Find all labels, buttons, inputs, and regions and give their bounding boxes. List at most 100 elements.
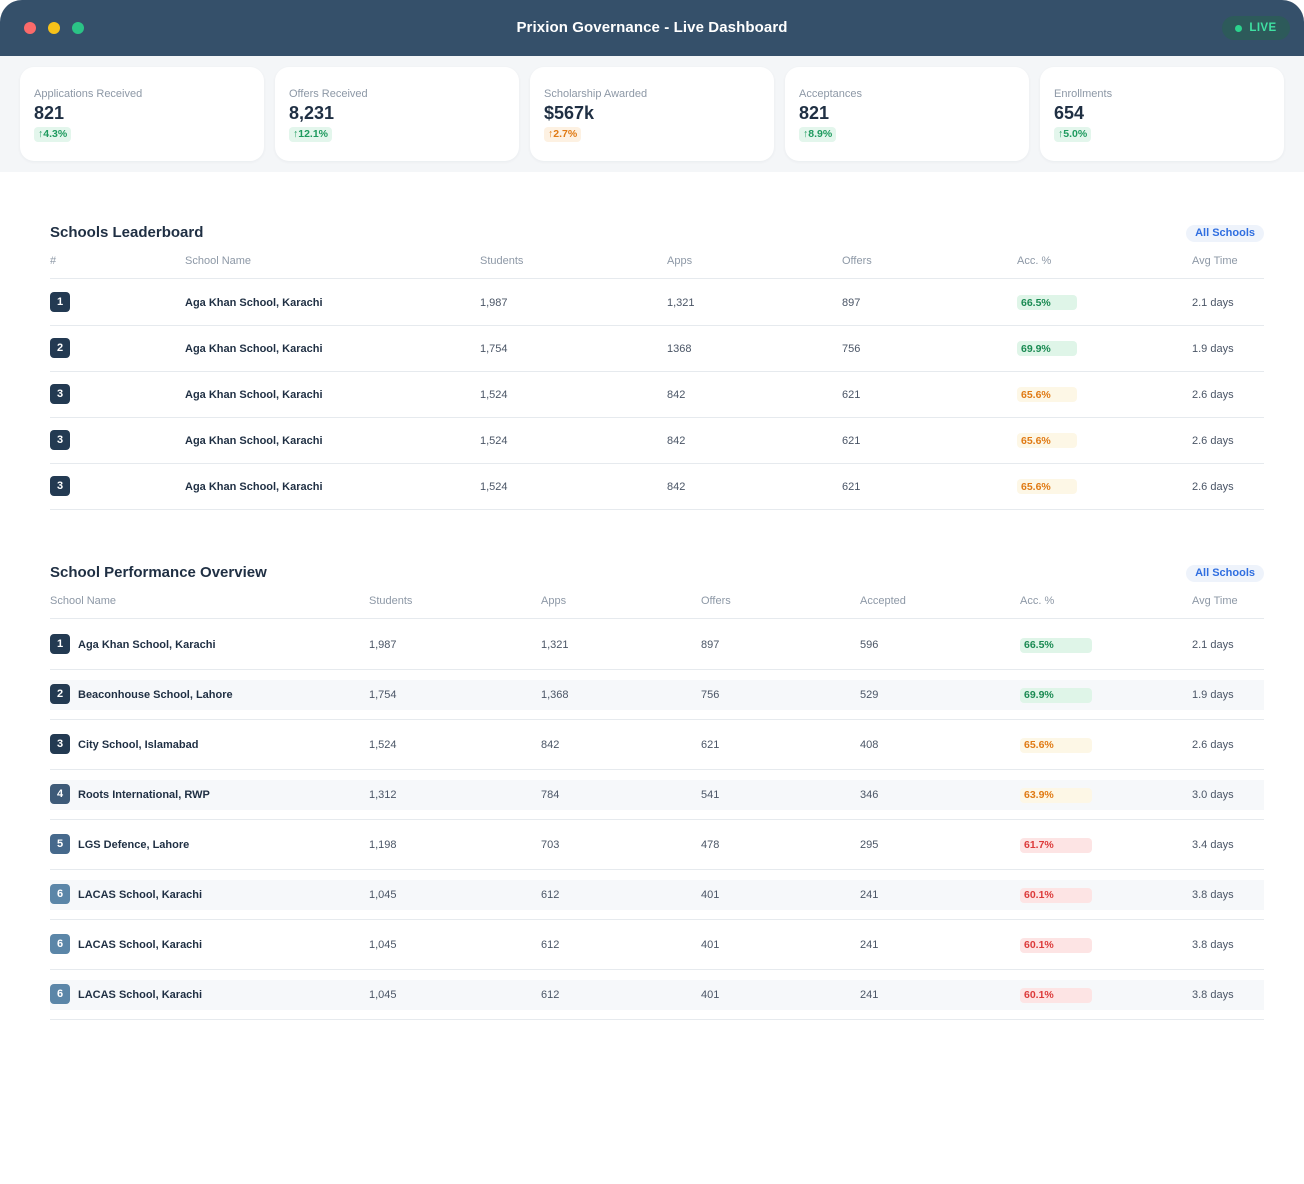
apps-value: 842 [667, 388, 686, 401]
avg-time-value: 3.0 days [1192, 789, 1234, 801]
stat-card-scholarship[interactable]: Scholarship Awarded $567k ↑2.7% [530, 67, 774, 161]
stat-value: $567k [544, 103, 595, 123]
school-name: LGS Defence, Lahore [78, 839, 190, 851]
stats-band: Applications Received 821 ↑4.3% Offers R… [0, 56, 1304, 172]
live-indicator-icon [1235, 24, 1243, 32]
school-name: City School, Islamabad [78, 739, 199, 751]
performance-row[interactable]: 4 Roots International, RWP 1,312 784 541 346 6… [50, 770, 1264, 820]
performance-row[interactable]: 1 Aga Khan School, Karachi 1,987 1,321 897 59… [50, 620, 1264, 670]
close-window-button[interactable] [24, 22, 36, 34]
avg-time-value: 2.1 days [1192, 639, 1234, 651]
window-title: Prixion Governance - Live Dashboard [516, 19, 788, 36]
rank-badge: 2 [50, 684, 70, 704]
students-value: 1,045 [369, 889, 397, 901]
leaderboard-row[interactable]: 2 Aga Khan School, Karachi 1,754 1368 756 69.… [50, 326, 1264, 372]
offers-value: 541 [701, 789, 720, 801]
offers-value: 401 [701, 889, 720, 901]
apps-value: 703 [541, 839, 560, 851]
apps-value: 842 [667, 434, 686, 447]
acceptance-rate-badge: 60.1% [1020, 937, 1092, 953]
column-header[interactable]: Offers [701, 595, 731, 607]
stat-label: Applications Received [34, 88, 143, 100]
acceptance-rate-badge: 65.6% [1017, 479, 1077, 494]
performance-row[interactable]: 6 LACAS School, Karachi 1,045 612 401 241 60.1… [50, 870, 1264, 920]
column-header[interactable]: Avg Time [1192, 595, 1238, 607]
stat-value: 821 [799, 103, 830, 123]
column-header[interactable]: Acc. % [1017, 255, 1052, 267]
performance-row[interactable]: 3 City School, Islamabad 1,524 842 621 408 65.… [50, 720, 1264, 770]
stat-delta-badge: ↑8.9% [799, 127, 837, 142]
avg-time-value: 2.6 days [1192, 388, 1234, 401]
stat-card-applications[interactable]: Applications Received 821 ↑4.3% [20, 67, 264, 161]
avg-time-value: 3.4 days [1192, 839, 1234, 851]
performance-row[interactable]: 6 LACAS School, Karachi 1,045 612 401 241 60.1… [50, 920, 1264, 970]
offers-value: 401 [701, 989, 720, 1001]
stat-card-offers[interactable]: Offers Received 8,231 ↑12.1% [275, 67, 519, 161]
avg-time-value: 1.9 days [1192, 342, 1234, 355]
performance-row[interactable]: 6 LACAS School, Karachi 1,045 612 401 241 60.1… [50, 970, 1264, 1020]
offers-value: 756 [701, 689, 720, 701]
leaderboard-all-schools-button[interactable]: All Schools [1186, 225, 1264, 242]
avg-time-value: 2.6 days [1192, 480, 1234, 493]
maximize-window-button[interactable] [72, 22, 84, 34]
acceptance-rate-badge: 63.9% [1020, 787, 1092, 803]
school-name: Aga Khan School, Karachi [185, 388, 323, 401]
live-badge: LIVE [1222, 16, 1290, 40]
avg-time-value: 3.8 days [1192, 989, 1234, 1001]
acceptance-rate-badge: 69.9% [1020, 687, 1092, 703]
column-header[interactable]: Avg Time [1192, 255, 1238, 267]
leaderboard-row[interactable]: 3 Aga Khan School, Karachi 1,524 842 621 65.6… [50, 372, 1264, 418]
performance-row[interactable]: 2 Beaconhouse School, Lahore 1,754 1,368 756… [50, 670, 1264, 720]
school-name: Beaconhouse School, Lahore [78, 689, 233, 701]
stat-label: Enrollments [1054, 88, 1113, 100]
performance-row[interactable]: 5 LGS Defence, Lahore 1,198 703 478 295 61.7% 3… [50, 820, 1264, 870]
column-header[interactable]: Offers [842, 255, 872, 267]
avg-time-value: 2.6 days [1192, 434, 1234, 447]
performance-all-schools-button[interactable]: All Schools [1186, 565, 1264, 582]
rank-badge: 3 [50, 734, 70, 754]
column-header[interactable]: Students [369, 595, 413, 607]
column-header[interactable]: Students [480, 255, 524, 267]
stat-delta-badge: ↑5.0% [1054, 127, 1092, 142]
avg-time-value: 1.9 days [1192, 689, 1234, 701]
stat-card-acceptances[interactable]: Acceptances 821 ↑8.9% [785, 67, 1029, 161]
leaderboard-row[interactable]: 3 Aga Khan School, Karachi 1,524 842 621 65.6… [50, 464, 1264, 510]
stat-value: 8,231 [289, 103, 335, 123]
school-name: LACAS School, Karachi [78, 889, 203, 901]
performance-header: School Name Students Apps Offers Accepte… [50, 595, 1264, 619]
stat-value: 821 [34, 103, 65, 123]
stat-label: Acceptances [799, 88, 862, 100]
offers-value: 621 [842, 434, 861, 447]
rank-badge: 4 [50, 784, 70, 804]
rank-badge: 6 [50, 884, 70, 904]
rank-badge: 3 [50, 476, 70, 496]
students-value: 1,524 [369, 739, 397, 751]
column-header[interactable]: Accepted [860, 595, 906, 607]
apps-value: 612 [541, 939, 560, 951]
accepted-value: 346 [860, 789, 879, 801]
column-header[interactable]: School Name [50, 595, 117, 607]
column-header[interactable]: Acc. % [1020, 595, 1055, 607]
minimize-window-button[interactable] [48, 22, 60, 34]
students-value: 1,045 [369, 939, 397, 951]
column-header[interactable]: Apps [541, 595, 567, 607]
offers-value: 897 [701, 639, 720, 651]
students-value: 1,312 [369, 789, 397, 801]
apps-value: 784 [541, 789, 560, 801]
acceptance-rate-badge: 66.5% [1017, 295, 1077, 310]
column-header[interactable]: # [50, 255, 57, 267]
acceptance-rate-badge: 69.9% [1017, 341, 1077, 356]
rank-badge: 6 [50, 934, 70, 954]
rank-badge: 1 [50, 634, 70, 654]
leaderboard-row[interactable]: 3 Aga Khan School, Karachi 1,524 842 621 65.6… [50, 418, 1264, 464]
leaderboard-row[interactable]: 1 Aga Khan School, Karachi 1,987 1,321 897 66… [50, 280, 1264, 326]
column-header[interactable]: School Name [185, 255, 252, 267]
stat-card-enrollments[interactable]: Enrollments 654 ↑5.0% [1040, 67, 1284, 161]
acceptance-rate-badge: 60.1% [1020, 987, 1092, 1003]
apps-value: 1,321 [541, 639, 569, 651]
rank-badge: 5 [50, 834, 70, 854]
accepted-value: 241 [860, 989, 879, 1001]
students-value: 1,754 [369, 689, 397, 701]
column-header[interactable]: Apps [667, 255, 693, 267]
